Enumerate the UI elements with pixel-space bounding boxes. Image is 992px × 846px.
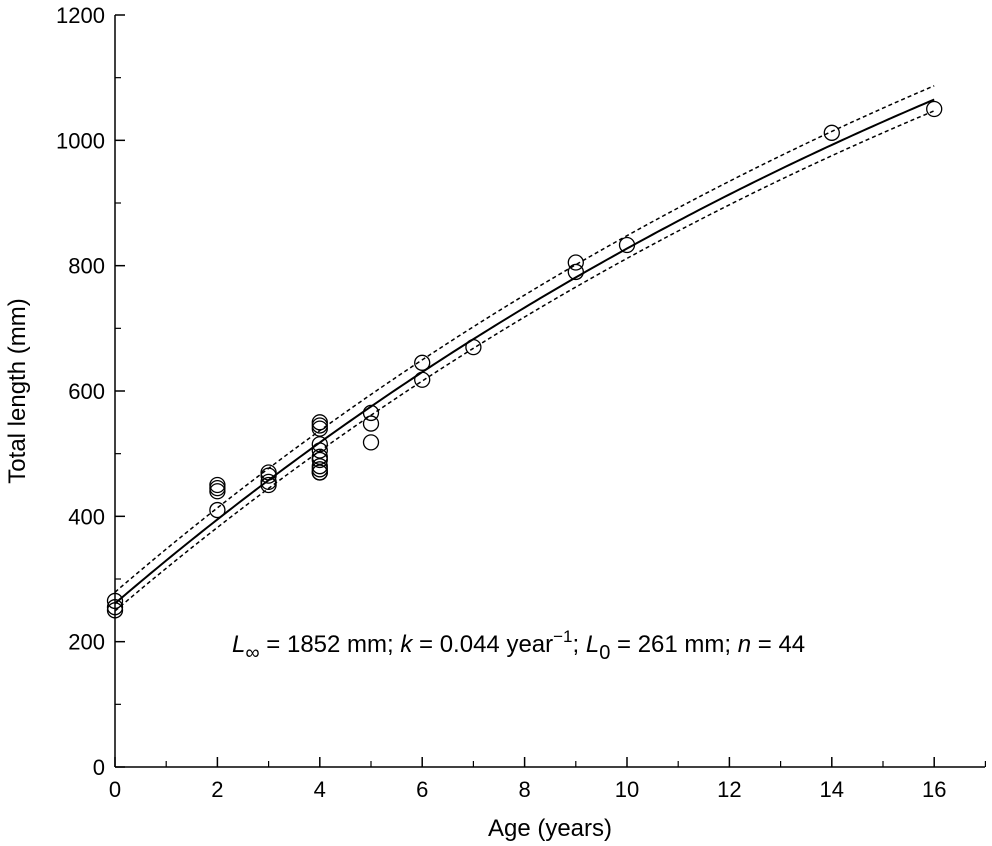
y-tick-label: 400 [68,504,105,529]
data-points [106,100,943,619]
x-tick-label: 0 [109,777,121,802]
y-tick-label: 600 [68,379,105,404]
annotation-part: ; [573,631,586,658]
annotation-part: = 44 [751,631,805,658]
annotation-part: 0 [599,642,610,664]
data-point [567,263,584,281]
y-tick-label: 0 [93,755,105,780]
annotation-part: k [400,631,414,658]
y-tick-label: 200 [68,630,105,655]
x-tick-label: 4 [314,777,326,802]
data-point [362,415,380,432]
data-point [311,458,328,475]
annotation-part: L [232,631,245,658]
data-point [618,236,636,254]
annotation-part: = 0.044 year [412,631,553,658]
y-tick-label: 800 [68,254,105,279]
data-point [414,371,431,388]
x-tick-label: 14 [820,777,844,802]
data-point [106,592,124,610]
data-point [567,254,584,271]
data-point [106,602,124,619]
data-point [209,501,226,519]
ticks: 0 2 4 6 8 10 12 14 16 0 200 400 600 800 1000 1200 [56,3,987,802]
data-point [414,354,431,371]
data-point [823,124,840,141]
data-point [311,420,328,437]
x-tick-label: 16 [922,777,946,802]
annotation-part: n [738,631,751,658]
data-point [311,436,328,453]
x-axis-label: Age (years) [488,815,612,842]
data-point [311,451,328,469]
x-tick-label: 10 [615,777,639,802]
data-point [260,476,277,494]
annotation-part: L [586,631,599,658]
data-point [311,464,328,481]
data-point [311,414,328,431]
ci-lower-curve [114,110,935,612]
y-tick-label: 1200 [56,3,105,28]
annotation-part: −1 [553,627,572,646]
annotation-part: = 261 mm; [610,631,737,658]
annotation-part: ∞ [245,642,259,664]
data-point [362,434,380,451]
data-point [260,467,277,484]
parameter-annotation: L∞ = 1852 mm; k = 0.044 year−1; L0 = 261… [232,627,805,664]
data-point [209,483,226,500]
x-tick-label: 12 [717,777,741,802]
data-point [362,404,380,422]
y-axis-label: Total length (mm) [4,298,31,483]
fit-curves [114,85,935,612]
x-tick-label: 6 [416,777,428,802]
x-tick-label: 2 [211,777,223,802]
data-point [926,100,943,118]
x-tick-label: 8 [518,777,530,802]
y-tick-label: 1000 [56,128,105,153]
fit-curve [114,98,935,605]
data-point [311,442,328,459]
data-point [209,476,226,494]
data-point [209,479,226,497]
ci-upper-curve [114,85,935,593]
annotation-part: = 1852 mm; [260,631,401,658]
data-point [465,338,482,356]
data-point [260,473,277,491]
